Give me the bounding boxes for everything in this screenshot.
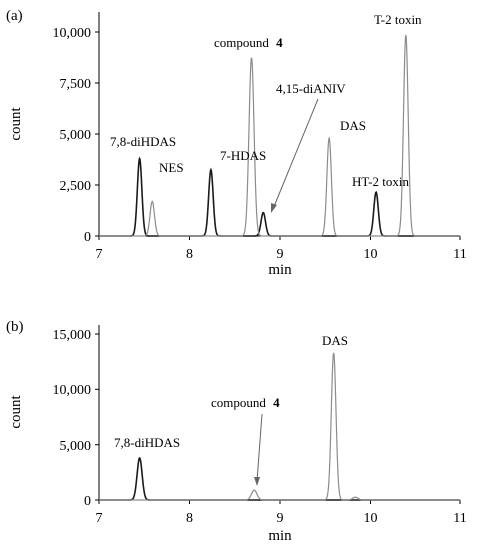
panel-a-x-axis-label: min xyxy=(268,262,292,278)
panel-a-x-tick-label: 8 xyxy=(186,247,193,262)
panel-a-y-tick-label: 5,000 xyxy=(60,128,92,143)
panel-a-y-tick-label: 0 xyxy=(84,230,91,245)
panel-b-y-axis-label: count xyxy=(8,395,24,429)
panel-label-a: (a) xyxy=(6,8,23,24)
panel-a-trace-gray xyxy=(99,34,460,237)
peak-arrowhead-4-15-dianiv xyxy=(271,203,277,213)
panel-b: (b) 0 5,000 10,000 15,000 7 8 9 10 11 mi… xyxy=(6,319,467,544)
panel-a-trace-dark xyxy=(99,156,460,237)
peak-label-das: DAS xyxy=(340,118,366,133)
peak-label-compound-text-b: compound xyxy=(211,395,266,410)
panel-b-x-tick-label: 9 xyxy=(277,511,284,526)
panel-a-x-tick-label: 10 xyxy=(364,247,378,262)
peak-label-ht-2-toxin: HT-2 toxin xyxy=(352,174,409,189)
panel-b-trace-gray xyxy=(99,352,460,501)
peak-label-compound-number: 4 xyxy=(276,35,283,50)
peak-label-nes: NES xyxy=(159,160,184,175)
peak-label-7-8-dihdas: 7,8-diHDAS xyxy=(110,134,176,149)
panel-a-x-tick-label: 7 xyxy=(96,247,103,262)
panel-b-x-tick-label: 8 xyxy=(186,511,193,526)
panel-a-x-tick-label: 11 xyxy=(453,247,466,262)
peak-label-t-2-toxin: T-2 toxin xyxy=(374,12,422,27)
panel-b-y-tick-label: 5,000 xyxy=(60,439,92,454)
panel-b-y-ticks: 0 5,000 10,000 15,000 xyxy=(53,328,99,509)
peak-label-7-8-dihdas-b: 7,8-diHDAS xyxy=(114,435,180,450)
panel-b-y-tick-label: 0 xyxy=(84,494,91,509)
panel-a-x-tick-label: 9 xyxy=(277,247,284,262)
panel-b-trace-dark xyxy=(99,456,460,501)
panel-a-y-ticks: 0 2,500 5,000 7,500 10,000 xyxy=(53,26,99,245)
panel-b-x-ticks: 7 8 9 10 11 xyxy=(96,500,467,526)
panel-b-y-tick-label: 10,000 xyxy=(53,383,92,398)
peak-label-compound-number-b: 4 xyxy=(273,395,280,410)
panel-b-x-tick-label: 7 xyxy=(96,511,103,526)
peak-arrow-compound-4-b xyxy=(256,413,263,482)
peak-label-compound-text: compound xyxy=(214,35,269,50)
panel-a-y-tick-label: 10,000 xyxy=(53,26,92,41)
peak-label-das-b: DAS xyxy=(322,333,348,348)
peak-label-compound-4-b: compound 4 xyxy=(211,395,280,410)
peak-label-compound-4: compound 4 xyxy=(214,35,283,50)
panel-b-x-axis-label: min xyxy=(268,528,292,544)
panel-a-x-ticks: 7 8 9 10 11 xyxy=(96,236,467,262)
panel-a: (a) 0 2,500 5,000 7,500 10,000 7 8 9 10 … xyxy=(6,8,467,278)
panel-b-y-tick-label: 15,000 xyxy=(53,328,92,343)
panel-a-y-axis-label: count xyxy=(8,107,24,141)
panel-a-traces xyxy=(99,34,460,237)
panel-b-x-tick-label: 10 xyxy=(364,511,378,526)
panel-label-b: (b) xyxy=(6,319,24,335)
panel-a-y-tick-label: 2,500 xyxy=(60,179,92,194)
peak-arrowhead-compound-4-b xyxy=(254,477,260,486)
panel-b-x-tick-label: 11 xyxy=(453,511,466,526)
peak-label-7-hdas: 7-HDAS xyxy=(220,148,266,163)
peak-label-4-15-dianiv: 4,15-diANIV xyxy=(276,81,346,96)
panel-a-y-tick-label: 7,500 xyxy=(60,77,92,92)
panel-b-traces xyxy=(99,352,460,501)
peak-arrow-4-15-dianiv xyxy=(272,98,319,210)
